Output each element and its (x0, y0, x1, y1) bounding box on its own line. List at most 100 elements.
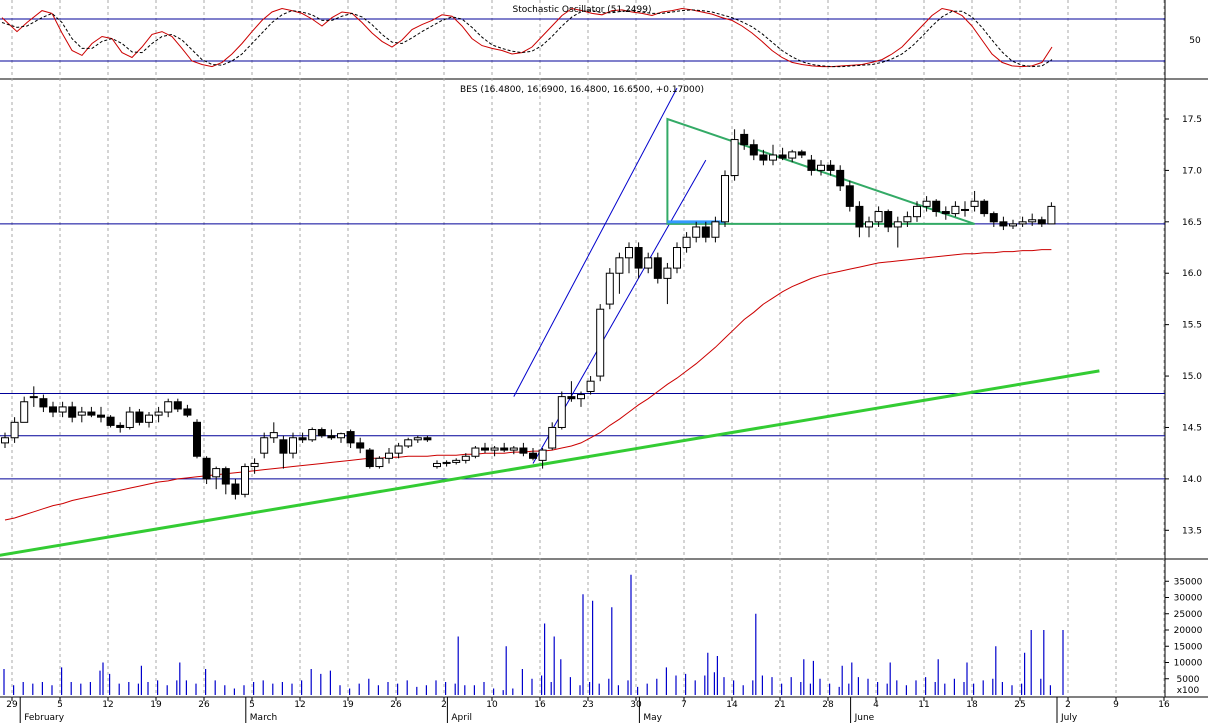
candle-body (1037, 219, 1046, 225)
stoch-k-line (1, 7, 1053, 68)
candle (500, 442, 509, 453)
candle (845, 180, 854, 212)
candle-body (778, 154, 787, 159)
candle (346, 429, 355, 449)
candle-body (692, 226, 701, 238)
candle-body (39, 398, 48, 408)
candle-body (68, 406, 77, 418)
candle (615, 252, 624, 294)
candle-body (58, 406, 67, 413)
candle (413, 435, 422, 443)
candle-body (922, 200, 931, 207)
candle (759, 149, 768, 166)
candle-body (970, 200, 979, 207)
candle-body (653, 257, 662, 279)
candle-body (490, 447, 499, 451)
x-day-label: 14 (726, 700, 738, 710)
candle-body (932, 200, 941, 213)
candle (106, 415, 115, 428)
candle (461, 453, 470, 464)
price-tick-label: 14.0 (1182, 475, 1202, 485)
candle-body (989, 213, 998, 223)
price-tick-label: 17.5 (1182, 115, 1202, 125)
candle (375, 456, 384, 469)
candle-body (442, 461, 451, 464)
candle (970, 190, 979, 212)
candle (577, 391, 585, 407)
candle-body (980, 200, 989, 215)
x-day-label: 4 (873, 700, 879, 710)
candle (356, 437, 365, 454)
channel-line (513, 87, 678, 397)
candle (865, 216, 873, 238)
x-month-label: March (250, 713, 277, 723)
candle-body (788, 151, 797, 159)
candle-body (279, 439, 288, 454)
candle-body (1047, 205, 1056, 225)
candle-body (471, 447, 480, 457)
candle-body (260, 437, 269, 454)
candle-body (913, 205, 921, 218)
candle (394, 442, 403, 459)
candle-body (797, 151, 806, 156)
x-day-label: 2 (441, 700, 447, 710)
candle-body (481, 447, 489, 451)
candle-body (116, 424, 125, 428)
x-day-label: 10 (486, 700, 498, 710)
candle (125, 406, 134, 430)
candle (317, 427, 326, 438)
volume-tick-label: 15000 (1174, 642, 1203, 652)
x-day-label: 19 (342, 700, 354, 710)
candle (97, 406, 105, 423)
candle-body (721, 175, 729, 223)
candle (634, 242, 643, 279)
candle-body (97, 414, 105, 418)
candle (385, 448, 393, 464)
stoch-tick-label: 50 (1189, 36, 1201, 46)
candle-body (529, 452, 537, 459)
candle (826, 160, 835, 176)
x-day-label: 5 (249, 700, 255, 710)
candle-body (49, 406, 57, 413)
candle (423, 435, 432, 442)
candle (404, 437, 413, 449)
candle-body (317, 429, 326, 437)
candle-body (577, 394, 585, 400)
candle-body (701, 226, 710, 238)
candle (653, 252, 662, 284)
price-tick-label: 13.5 (1182, 526, 1202, 536)
candle (730, 129, 739, 181)
x-day-label: 19 (150, 700, 162, 710)
candle-body (356, 442, 365, 449)
volume-tick-label: 25000 (1174, 610, 1203, 620)
candle (557, 391, 566, 430)
candle (68, 401, 77, 423)
volume-tick-label: x100 (1177, 686, 1200, 696)
candle (797, 149, 806, 159)
candle-body (20, 401, 29, 423)
candle (433, 460, 441, 469)
candle (1028, 213, 1037, 226)
candle-body (865, 221, 873, 228)
candle-body (759, 154, 768, 161)
candle (951, 201, 960, 217)
candle-body (845, 185, 854, 207)
candle (145, 412, 153, 428)
candle (884, 209, 893, 233)
candle (231, 478, 240, 500)
candle (529, 448, 537, 461)
candle-body (673, 247, 681, 269)
x-day-label: 18 (966, 700, 978, 710)
x-day-label: 16 (1158, 700, 1170, 710)
candle (701, 221, 710, 243)
candle-body (231, 483, 240, 495)
candle-body (183, 408, 192, 416)
candle-body (289, 437, 297, 454)
candle (221, 466, 230, 495)
candle (327, 429, 336, 440)
candle (116, 422, 125, 433)
volume-tick-label: 20000 (1174, 626, 1203, 636)
x-month-label: May (643, 713, 662, 723)
candle-body (749, 144, 758, 156)
